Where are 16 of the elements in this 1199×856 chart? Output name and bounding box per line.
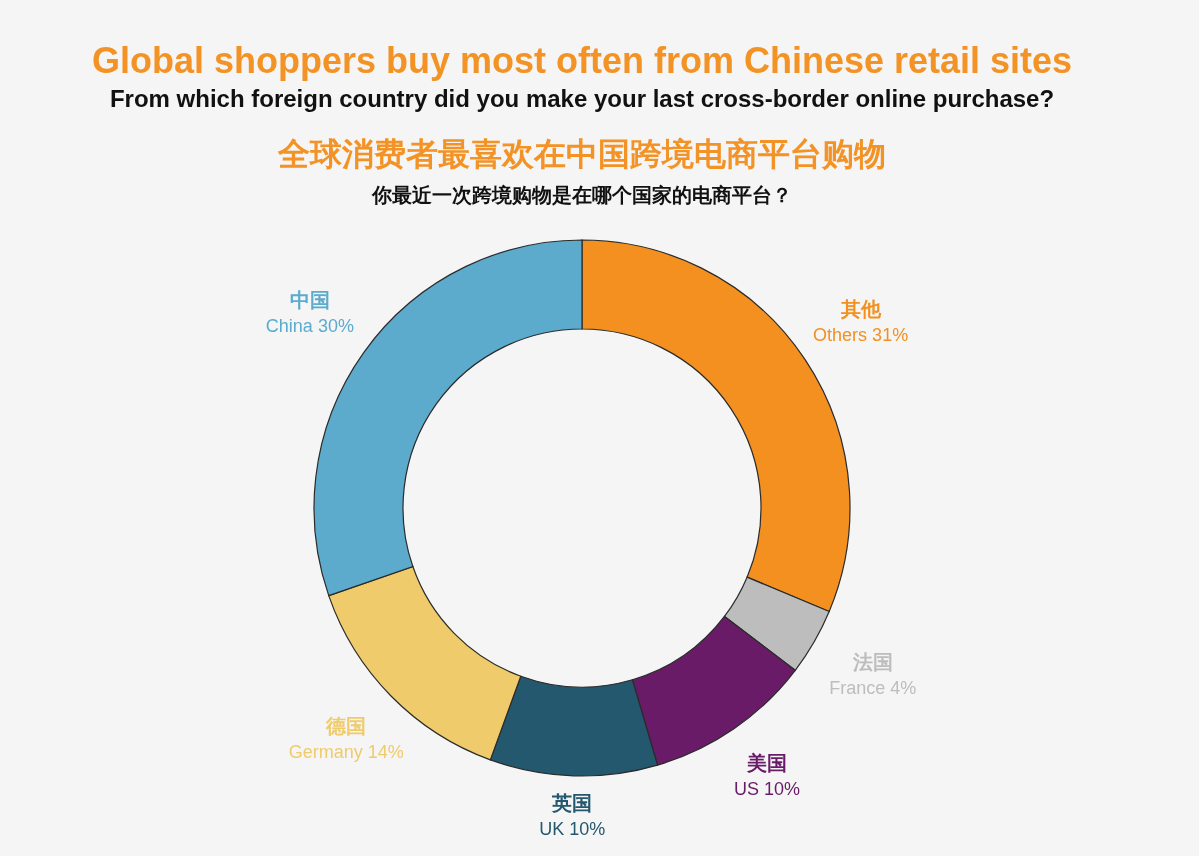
slice-label: 中国	[289, 288, 330, 313]
text: 你最近一次跨境购物是在哪个国家的电商平台？	[372, 183, 792, 207]
text: 全球消费者最喜欢在中国跨境电商平台购物	[278, 135, 886, 173]
slice-label: 美国	[745, 750, 787, 775]
slice-label: 其他	[839, 296, 882, 321]
slice-label: 德国	[325, 714, 367, 739]
data-label: US 10%	[733, 778, 800, 799]
text: From which foreign country did you make your last cross-border online purchase?	[109, 85, 1055, 112]
slice-label: 英国	[551, 790, 593, 815]
data-label: UK 10%	[539, 818, 606, 839]
slice-label: 法国	[851, 649, 893, 674]
data-label: France 4%	[829, 677, 917, 698]
text: Global shoppers buy most often from Chinese retail sites	[91, 40, 1073, 81]
data-label: Germany 14%	[288, 742, 404, 763]
data-label: China 30%	[265, 316, 354, 337]
data-label: Others 31%	[813, 324, 909, 345]
